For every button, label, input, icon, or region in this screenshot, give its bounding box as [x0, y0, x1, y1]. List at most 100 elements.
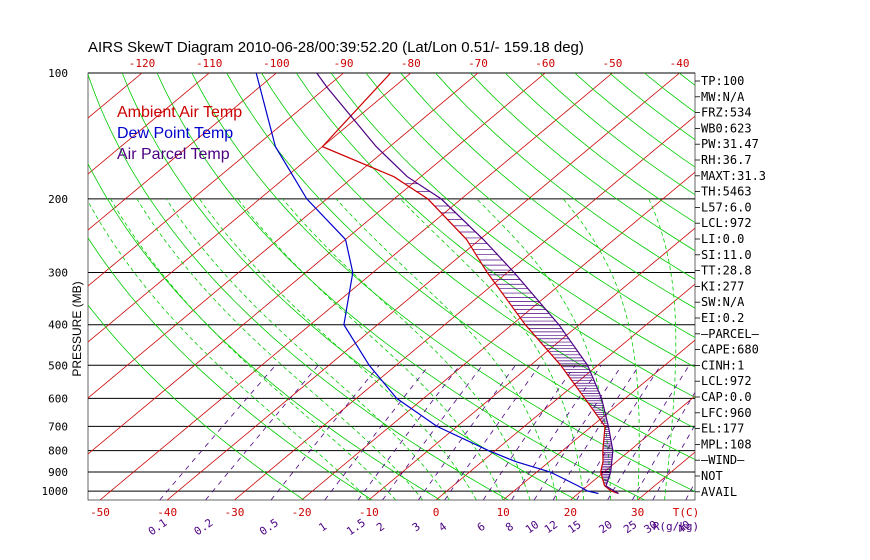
- pressure-tick-label: 700: [48, 420, 68, 433]
- index-label: MW:N/A: [701, 90, 745, 104]
- dry-adiabat-line: [504, 73, 695, 224]
- index-label: MAXT:31.3: [701, 169, 766, 183]
- index-label: LCL:972: [701, 216, 752, 230]
- mixing-ratio-label: 0.1: [146, 516, 170, 538]
- moist-adiabat-line: [562, 198, 640, 500]
- pressure-tick-label: 400: [48, 319, 68, 332]
- index-label: EI:0.2: [701, 311, 744, 325]
- mixing-ratio-line: [357, 365, 461, 500]
- isotherm-line: [502, 339, 695, 500]
- dry-adiabat-line: [470, 73, 695, 252]
- pressure-tick-label: 300: [48, 267, 68, 280]
- index-label: EL:177: [701, 422, 744, 436]
- temperature-tick-label-top: -110: [196, 57, 223, 70]
- moist-adiabat-line: [88, 200, 370, 500]
- dry-adiabat-line: [400, 73, 695, 309]
- index-label: CAP:0.0: [701, 390, 752, 404]
- dry-adiabat-line: [156, 73, 645, 500]
- index-label: TH:5463: [701, 185, 752, 199]
- temperature-tick-label-top: -50: [602, 57, 622, 70]
- temperature-tick-label-top: -80: [401, 57, 421, 70]
- index-label: CAPE:680: [701, 343, 759, 357]
- dry-adiabat-line: [88, 73, 509, 500]
- mixing-ratio-line: [159, 365, 276, 500]
- isotherm-line: [368, 227, 695, 500]
- isotherm-line: [301, 171, 695, 500]
- dry-adiabat-line: [330, 73, 695, 368]
- isotherm-line: [88, 73, 210, 175]
- index-label: —PARCEL—: [701, 327, 760, 341]
- temperature-unit-label: T(C): [673, 506, 700, 519]
- mixing-ratio-label: 0.2: [192, 516, 216, 538]
- temperature-tick-label-top: -60: [535, 57, 555, 70]
- dry-adiabat-line: [435, 73, 695, 280]
- index-label: NOT: [701, 469, 723, 483]
- dry-adiabat-line: [295, 73, 695, 398]
- dry-adiabat-line: [749, 73, 870, 500]
- pressure-tick-label: 200: [48, 193, 68, 206]
- temperature-tick-label-top: -120: [129, 57, 156, 70]
- index-label: LFC:960: [701, 406, 752, 420]
- mixing-ratio-label: 8: [503, 520, 516, 534]
- mixing-ratio-line: [631, 391, 695, 500]
- isotherm-line: [88, 73, 344, 287]
- dry-adiabat-line: [88, 162, 441, 500]
- mixing-ratio-label: 2: [374, 520, 387, 534]
- index-label: WB0:623: [701, 121, 752, 135]
- dry-adiabat-line: [226, 73, 695, 460]
- pressure-tick-label: 600: [48, 392, 68, 405]
- index-label: MPL:108: [701, 437, 752, 451]
- temperature-tick-label-bottom: 10: [497, 506, 510, 519]
- moist-adiabat-line: [335, 198, 558, 500]
- series-line: [316, 73, 619, 495]
- chart-legend: Ambient Air Temp Dew Point Temp Air Parcel…: [117, 104, 242, 163]
- mixing-ratio-label: 1: [316, 520, 329, 534]
- moist-adiabat-line: [476, 198, 612, 500]
- isotherm-line: [88, 73, 277, 231]
- index-label: TT:28.8: [701, 264, 752, 278]
- mixing-ratio-line: [205, 365, 319, 500]
- pressure-tick-label: 800: [48, 445, 68, 458]
- mixing-ratio-label: 3: [410, 520, 423, 534]
- dry-adiabat-line: [88, 304, 305, 500]
- index-label: CINH:1: [701, 358, 744, 372]
- dry-adiabat-line: [365, 73, 695, 338]
- moist-adiabat-line: [282, 198, 531, 500]
- moist-adiabat-line: [136, 198, 423, 500]
- index-label: TP:100: [701, 74, 744, 88]
- mixing-ratio-label: 30: [642, 518, 660, 536]
- index-label: L57:6.0: [701, 200, 752, 214]
- moist-adiabat-line: [648, 198, 677, 500]
- isotherm-line: [0, 73, 75, 500]
- dry-adiabat-line: [261, 73, 695, 429]
- dry-adiabat-line: [191, 73, 695, 492]
- index-label: KI:277: [701, 279, 744, 293]
- moist-adiabat-line: [399, 198, 585, 500]
- legend-entry: Air Parcel Temp: [117, 146, 230, 163]
- mixing-ratio-label: 25: [621, 518, 639, 536]
- index-label: —WIND—: [701, 453, 745, 467]
- index-label: SW:N/A: [701, 295, 745, 309]
- legend-entry: Ambient Air Temp: [117, 104, 242, 121]
- temperature-tick-label-bottom: -30: [224, 506, 244, 519]
- pressure-tick-label: 500: [48, 359, 68, 372]
- isotherm-line: [234, 115, 695, 500]
- mixing-ratio-label: 15: [565, 518, 583, 536]
- index-label: PW:31.47: [701, 137, 759, 151]
- legend-entry: Dew Point Temp: [117, 125, 233, 142]
- mixing-ratio-label: 20: [596, 518, 614, 536]
- mixing-ratio-line: [444, 365, 541, 500]
- isotherm-line: [99, 73, 613, 500]
- mixing-ratio-line: [552, 365, 640, 500]
- pressure-tick-label: 900: [48, 466, 68, 479]
- temperature-tick-label-bottom: 30: [631, 506, 644, 519]
- mixing-ratio-label: 40: [675, 518, 693, 536]
- temperature-tick-label-top: -90: [334, 57, 354, 70]
- chart-title: AIRS SkewT Diagram 2010-06-28/00:39:52.2…: [88, 39, 584, 56]
- index-label: FRZ:534: [701, 106, 752, 120]
- temperature-tick-label-bottom: -50: [90, 506, 110, 519]
- mixing-ratio-line: [270, 365, 380, 500]
